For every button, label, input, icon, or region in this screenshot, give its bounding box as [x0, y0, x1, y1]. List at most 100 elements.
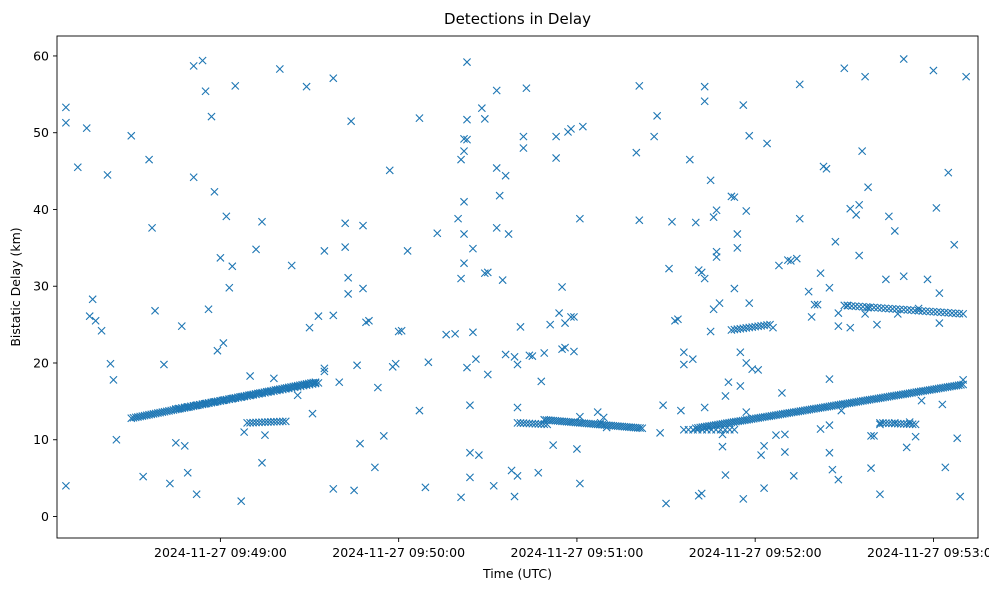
data-point — [884, 304, 893, 313]
data-point — [864, 183, 873, 192]
data-point — [350, 486, 359, 495]
data-point — [465, 401, 474, 410]
data-point — [492, 223, 501, 232]
data-point — [733, 230, 742, 239]
data-point — [899, 272, 908, 281]
data-point — [356, 439, 365, 448]
data-point — [198, 56, 207, 65]
data-point — [561, 319, 570, 328]
data-point — [272, 417, 281, 426]
data-point — [852, 210, 861, 219]
data-point — [745, 299, 754, 308]
data-point — [807, 312, 816, 321]
data-point — [287, 261, 296, 270]
data-point — [415, 114, 424, 123]
data-point — [465, 448, 474, 457]
data-point — [258, 458, 266, 467]
data-point — [492, 86, 501, 95]
data-point — [463, 363, 471, 372]
plot-frame — [56, 35, 979, 539]
data-point — [477, 104, 486, 113]
data-point — [936, 308, 945, 317]
data-point — [636, 424, 645, 433]
data-point — [955, 309, 964, 318]
data-point — [225, 283, 234, 292]
data-point — [510, 492, 519, 501]
data-point — [516, 322, 525, 331]
data-point — [255, 418, 264, 427]
data-point — [513, 403, 522, 412]
y-tick-label: 20 — [33, 355, 49, 370]
data-point — [718, 430, 727, 439]
data-point — [892, 305, 901, 314]
data-point — [216, 253, 225, 262]
data-point — [457, 274, 466, 283]
data-point — [252, 418, 261, 427]
data-point — [890, 226, 899, 235]
data-point — [540, 420, 549, 429]
data-point — [911, 432, 920, 441]
data-point — [893, 419, 902, 428]
data-point — [465, 473, 474, 482]
data-point — [344, 273, 353, 282]
data-point — [302, 82, 311, 91]
data-point — [269, 417, 278, 426]
data-point — [870, 431, 879, 440]
data-point — [632, 148, 641, 157]
data-point — [899, 419, 908, 428]
data-point — [534, 468, 543, 477]
data-point — [789, 471, 798, 480]
data-point — [918, 306, 927, 315]
data-point — [910, 306, 919, 315]
data-points — [61, 55, 971, 508]
data-point — [855, 302, 864, 311]
data-point — [228, 262, 237, 271]
data-point — [650, 132, 659, 141]
data-point — [884, 212, 893, 221]
data-point — [457, 155, 466, 164]
data-point — [483, 370, 492, 379]
y-tick-label: 0 — [41, 509, 49, 524]
data-point — [923, 275, 932, 284]
data-point — [763, 139, 772, 148]
data-point — [834, 309, 843, 318]
data-point — [884, 419, 893, 428]
data-point — [558, 283, 567, 291]
data-point — [463, 135, 471, 144]
data-point — [61, 118, 70, 127]
data-point — [510, 352, 519, 361]
data-point — [501, 350, 510, 359]
data-point — [742, 408, 751, 417]
data-point — [962, 72, 971, 81]
data-point — [180, 441, 189, 450]
data-point — [183, 468, 192, 477]
data-point — [249, 418, 258, 427]
data-point — [944, 308, 953, 317]
data-point — [754, 365, 763, 374]
data-point — [635, 81, 644, 90]
data-point — [522, 84, 531, 93]
data-point — [258, 217, 266, 226]
data-point — [697, 489, 706, 498]
data-point — [956, 492, 965, 501]
data-point — [454, 214, 463, 223]
data-point — [329, 484, 338, 493]
data-point — [555, 309, 564, 318]
data-point — [700, 274, 709, 283]
data-point — [822, 164, 831, 173]
data-point — [867, 464, 876, 473]
data-point — [252, 245, 261, 254]
data-point — [861, 309, 870, 318]
data-point — [525, 419, 534, 428]
data-point — [207, 112, 216, 121]
data-point — [189, 61, 198, 70]
x-tick-label: 2024-11-27 09:50:00 — [332, 545, 465, 560]
data-point — [840, 301, 849, 310]
data-point — [875, 490, 884, 499]
data-point — [463, 115, 471, 124]
data-point — [959, 309, 968, 318]
data-point — [210, 187, 219, 196]
data-point — [935, 319, 944, 328]
data-point — [896, 419, 905, 428]
